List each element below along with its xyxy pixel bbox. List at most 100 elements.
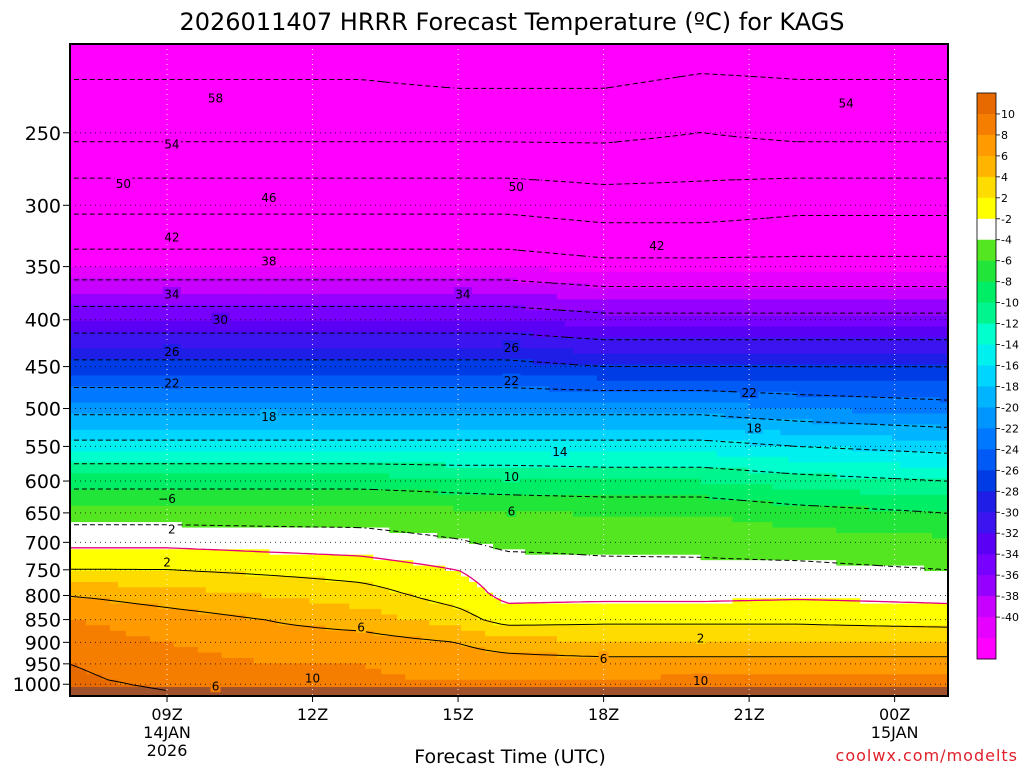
heatmap-cell (165, 120, 175, 127)
heatmap-cell (213, 54, 223, 61)
heatmap-cell (333, 158, 342, 165)
heatmap-cell (253, 92, 263, 99)
heatmap-cell (205, 114, 215, 121)
heatmap-cell (141, 109, 151, 116)
heatmap-cell (572, 114, 582, 121)
heatmap-cell (189, 44, 199, 51)
heatmap-cell (477, 103, 486, 110)
heatmap-cell (660, 114, 670, 121)
heatmap-cell (932, 168, 941, 175)
heatmap-cell (772, 261, 781, 268)
heatmap-cell (628, 76, 638, 83)
heatmap-cell (540, 82, 550, 89)
heatmap-cell (900, 239, 909, 246)
heatmap-cell (684, 174, 694, 181)
heatmap-cell (548, 82, 558, 89)
heatmap-cell (85, 71, 95, 78)
heatmap-cell (900, 255, 909, 262)
heatmap-cell (564, 92, 574, 99)
heatmap-cell (493, 103, 502, 110)
heatmap-cell (221, 71, 231, 78)
heatmap-cell (700, 212, 710, 219)
heatmap-cell (748, 272, 758, 279)
heatmap-cell (812, 147, 821, 154)
heatmap-cell (860, 217, 869, 224)
heatmap-cell (485, 283, 494, 290)
heatmap-cell (708, 98, 718, 105)
heatmap-cell (692, 163, 702, 170)
heatmap-cell (812, 120, 821, 127)
heatmap-cell (309, 179, 319, 186)
heatmap-cell (157, 54, 167, 61)
heatmap-cell (373, 261, 382, 268)
heatmap-cell (620, 44, 630, 51)
heatmap-cell (341, 179, 350, 186)
heatmap-cell (708, 60, 718, 67)
heatmap-cell (293, 114, 303, 121)
heatmap-cell (804, 44, 813, 51)
heatmap-cell (157, 239, 167, 246)
heatmap-cell (213, 163, 223, 170)
heatmap-cell (293, 44, 303, 51)
heatmap-cell (844, 174, 853, 181)
heatmap-cell (676, 152, 686, 159)
heatmap-cell (285, 283, 295, 290)
heatmap-cell (684, 250, 694, 257)
heatmap-cell (612, 87, 622, 94)
heatmap-cell (301, 212, 311, 219)
heatmap-cell (373, 44, 382, 51)
heatmap-cell (197, 283, 207, 290)
heatmap-cell (165, 158, 175, 165)
heatmap-cell (556, 207, 566, 214)
heatmap-cell (365, 174, 374, 181)
heatmap-cell (397, 103, 406, 110)
heatmap-cell (756, 120, 766, 127)
heatmap-cell (157, 71, 167, 78)
heatmap-cell (916, 54, 925, 61)
heatmap-cell (860, 239, 869, 246)
heatmap-cell (413, 54, 422, 61)
heatmap-cell (77, 103, 87, 110)
heatmap-cell (708, 255, 718, 262)
heatmap-cell (940, 255, 948, 262)
heatmap-cell (309, 163, 319, 170)
heatmap-cell (85, 60, 95, 67)
heatmap-cell (109, 174, 119, 181)
heatmap-cell (77, 163, 87, 170)
heatmap-cell (389, 60, 398, 67)
heatmap-cell (469, 261, 478, 268)
heatmap-cell (269, 44, 279, 51)
heatmap-cell (413, 266, 422, 273)
heatmap-cell (604, 76, 614, 83)
heatmap-cell (157, 114, 167, 121)
heatmap-cell (924, 234, 933, 241)
heatmap-cell (77, 207, 87, 214)
heatmap-cell (237, 54, 247, 61)
heatmap-cell (453, 125, 462, 132)
heatmap-cell (229, 288, 239, 295)
heatmap-cell (293, 71, 303, 78)
heatmap-cell (333, 141, 342, 148)
heatmap-cell (85, 239, 95, 246)
heatmap-cell (764, 277, 773, 284)
heatmap-cell (564, 190, 574, 197)
heatmap-cell (277, 163, 287, 170)
heatmap-cell (133, 120, 143, 127)
heatmap-cell (636, 49, 646, 56)
heatmap-cell (548, 277, 558, 284)
heatmap-cell (261, 158, 271, 165)
heatmap-cell (461, 87, 470, 94)
heatmap-cell (884, 168, 893, 175)
heatmap-cell (197, 130, 207, 137)
heatmap-cell (660, 272, 670, 279)
heatmap-cell (221, 120, 231, 127)
heatmap-cell (405, 163, 414, 170)
heatmap-cell (612, 76, 622, 83)
heatmap-cell (604, 234, 614, 241)
heatmap-cell (732, 60, 742, 67)
heatmap-cell (213, 283, 223, 290)
heatmap-cell (317, 239, 327, 246)
heatmap-cell (109, 125, 119, 132)
heatmap-cell (221, 141, 231, 148)
heatmap-cell (349, 283, 358, 290)
